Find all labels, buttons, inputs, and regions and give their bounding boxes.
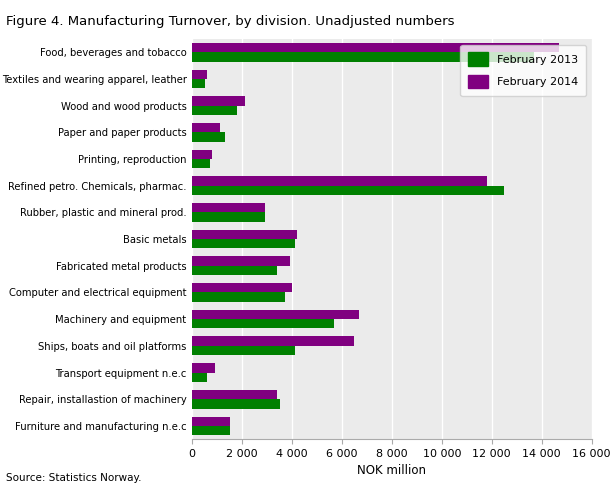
Text: Figure 4. Manufacturing Turnover, by division. Unadjusted numbers: Figure 4. Manufacturing Turnover, by div… xyxy=(6,15,454,28)
Bar xyxy=(192,319,334,328)
Bar xyxy=(192,283,292,292)
Bar xyxy=(192,426,229,435)
Bar xyxy=(192,106,237,115)
Bar xyxy=(192,239,295,248)
Bar xyxy=(192,123,220,132)
Bar xyxy=(192,186,504,195)
Bar xyxy=(192,292,284,302)
Bar xyxy=(192,399,279,408)
Bar xyxy=(192,159,210,168)
Bar xyxy=(192,70,207,79)
Bar xyxy=(192,310,359,319)
Bar xyxy=(192,346,295,355)
Bar xyxy=(192,150,212,159)
Bar xyxy=(192,79,204,88)
Bar xyxy=(192,363,215,372)
Bar xyxy=(192,230,297,239)
Bar xyxy=(192,337,354,346)
Bar xyxy=(192,417,229,426)
Bar xyxy=(192,97,245,106)
Text: Source: Statistics Norway.: Source: Statistics Norway. xyxy=(6,473,142,483)
Bar xyxy=(192,43,559,52)
Bar xyxy=(192,390,277,399)
Bar xyxy=(192,177,487,186)
Bar xyxy=(192,203,265,212)
Legend: February 2013, February 2014: February 2013, February 2014 xyxy=(461,44,586,96)
Bar xyxy=(192,257,290,266)
Bar xyxy=(192,372,207,382)
X-axis label: NOK million: NOK million xyxy=(357,465,426,477)
Bar xyxy=(192,132,224,142)
Bar xyxy=(192,212,265,222)
Bar xyxy=(192,52,534,61)
Bar xyxy=(192,266,277,275)
